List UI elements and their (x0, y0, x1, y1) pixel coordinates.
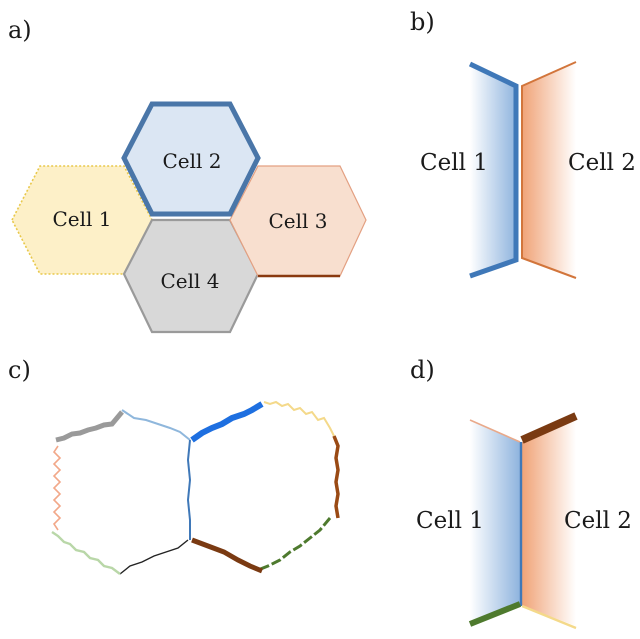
panel-b-label: b) (410, 8, 435, 36)
boundary-light-blue (121, 409, 191, 441)
panel-a: a) Cell 1 Cell 4 Cell 3 Cell 2 (8, 16, 367, 334)
edge-dark-brown (520, 412, 578, 444)
panel-d-cell-2-region (522, 420, 576, 626)
boundary-black (119, 539, 189, 575)
cell-4-label: Cell 4 (160, 269, 219, 293)
cell-2-boundary (521, 61, 577, 279)
cell-3-label: Cell 3 (268, 209, 327, 233)
edge-green (468, 601, 522, 627)
boundary-bright-blue (190, 401, 264, 443)
boundary-brown-right (332, 435, 340, 519)
boundary-gray (55, 410, 124, 443)
panel-d-cell-1-label: Cell 1 (416, 508, 484, 534)
edge-yellow (521, 604, 577, 630)
panel-a-label: a) (8, 16, 32, 44)
panel-b: b) Cell 1 Cell 2 (410, 8, 636, 279)
cell-2-label: Cell 2 (162, 149, 221, 173)
hexagon-cell-1: Cell 1 (11, 165, 153, 275)
cell-1-boundary (468, 61, 519, 279)
cell-1-region (470, 64, 516, 276)
boundary-green (257, 517, 332, 572)
hexagon-cell-2: Cell 2 (121, 101, 261, 217)
boundary-yellow (263, 400, 335, 437)
panel-c: c) (8, 356, 340, 575)
panel-d-label: d) (410, 356, 435, 384)
boundary-light-green (51, 531, 121, 575)
panel-b-cell-1-label: Cell 1 (420, 150, 488, 176)
edge-salmon (469, 419, 521, 443)
boundary-brown-bottom (191, 537, 263, 574)
hexagon-cell-3: Cell 3 (229, 165, 367, 278)
panel-c-label: c) (8, 356, 31, 384)
boundary-salmon (52, 445, 62, 531)
panel-d: d) Cell 1 Cell 2 (410, 356, 632, 630)
boundary-shared-center (186, 439, 192, 540)
cell-2-region (522, 62, 576, 278)
panel-d-cell-2-label: Cell 2 (564, 508, 632, 534)
cell-1-label: Cell 1 (52, 207, 111, 231)
panel-b-cell-2-label: Cell 2 (568, 150, 636, 176)
panel-d-cell-1-region (470, 420, 520, 624)
